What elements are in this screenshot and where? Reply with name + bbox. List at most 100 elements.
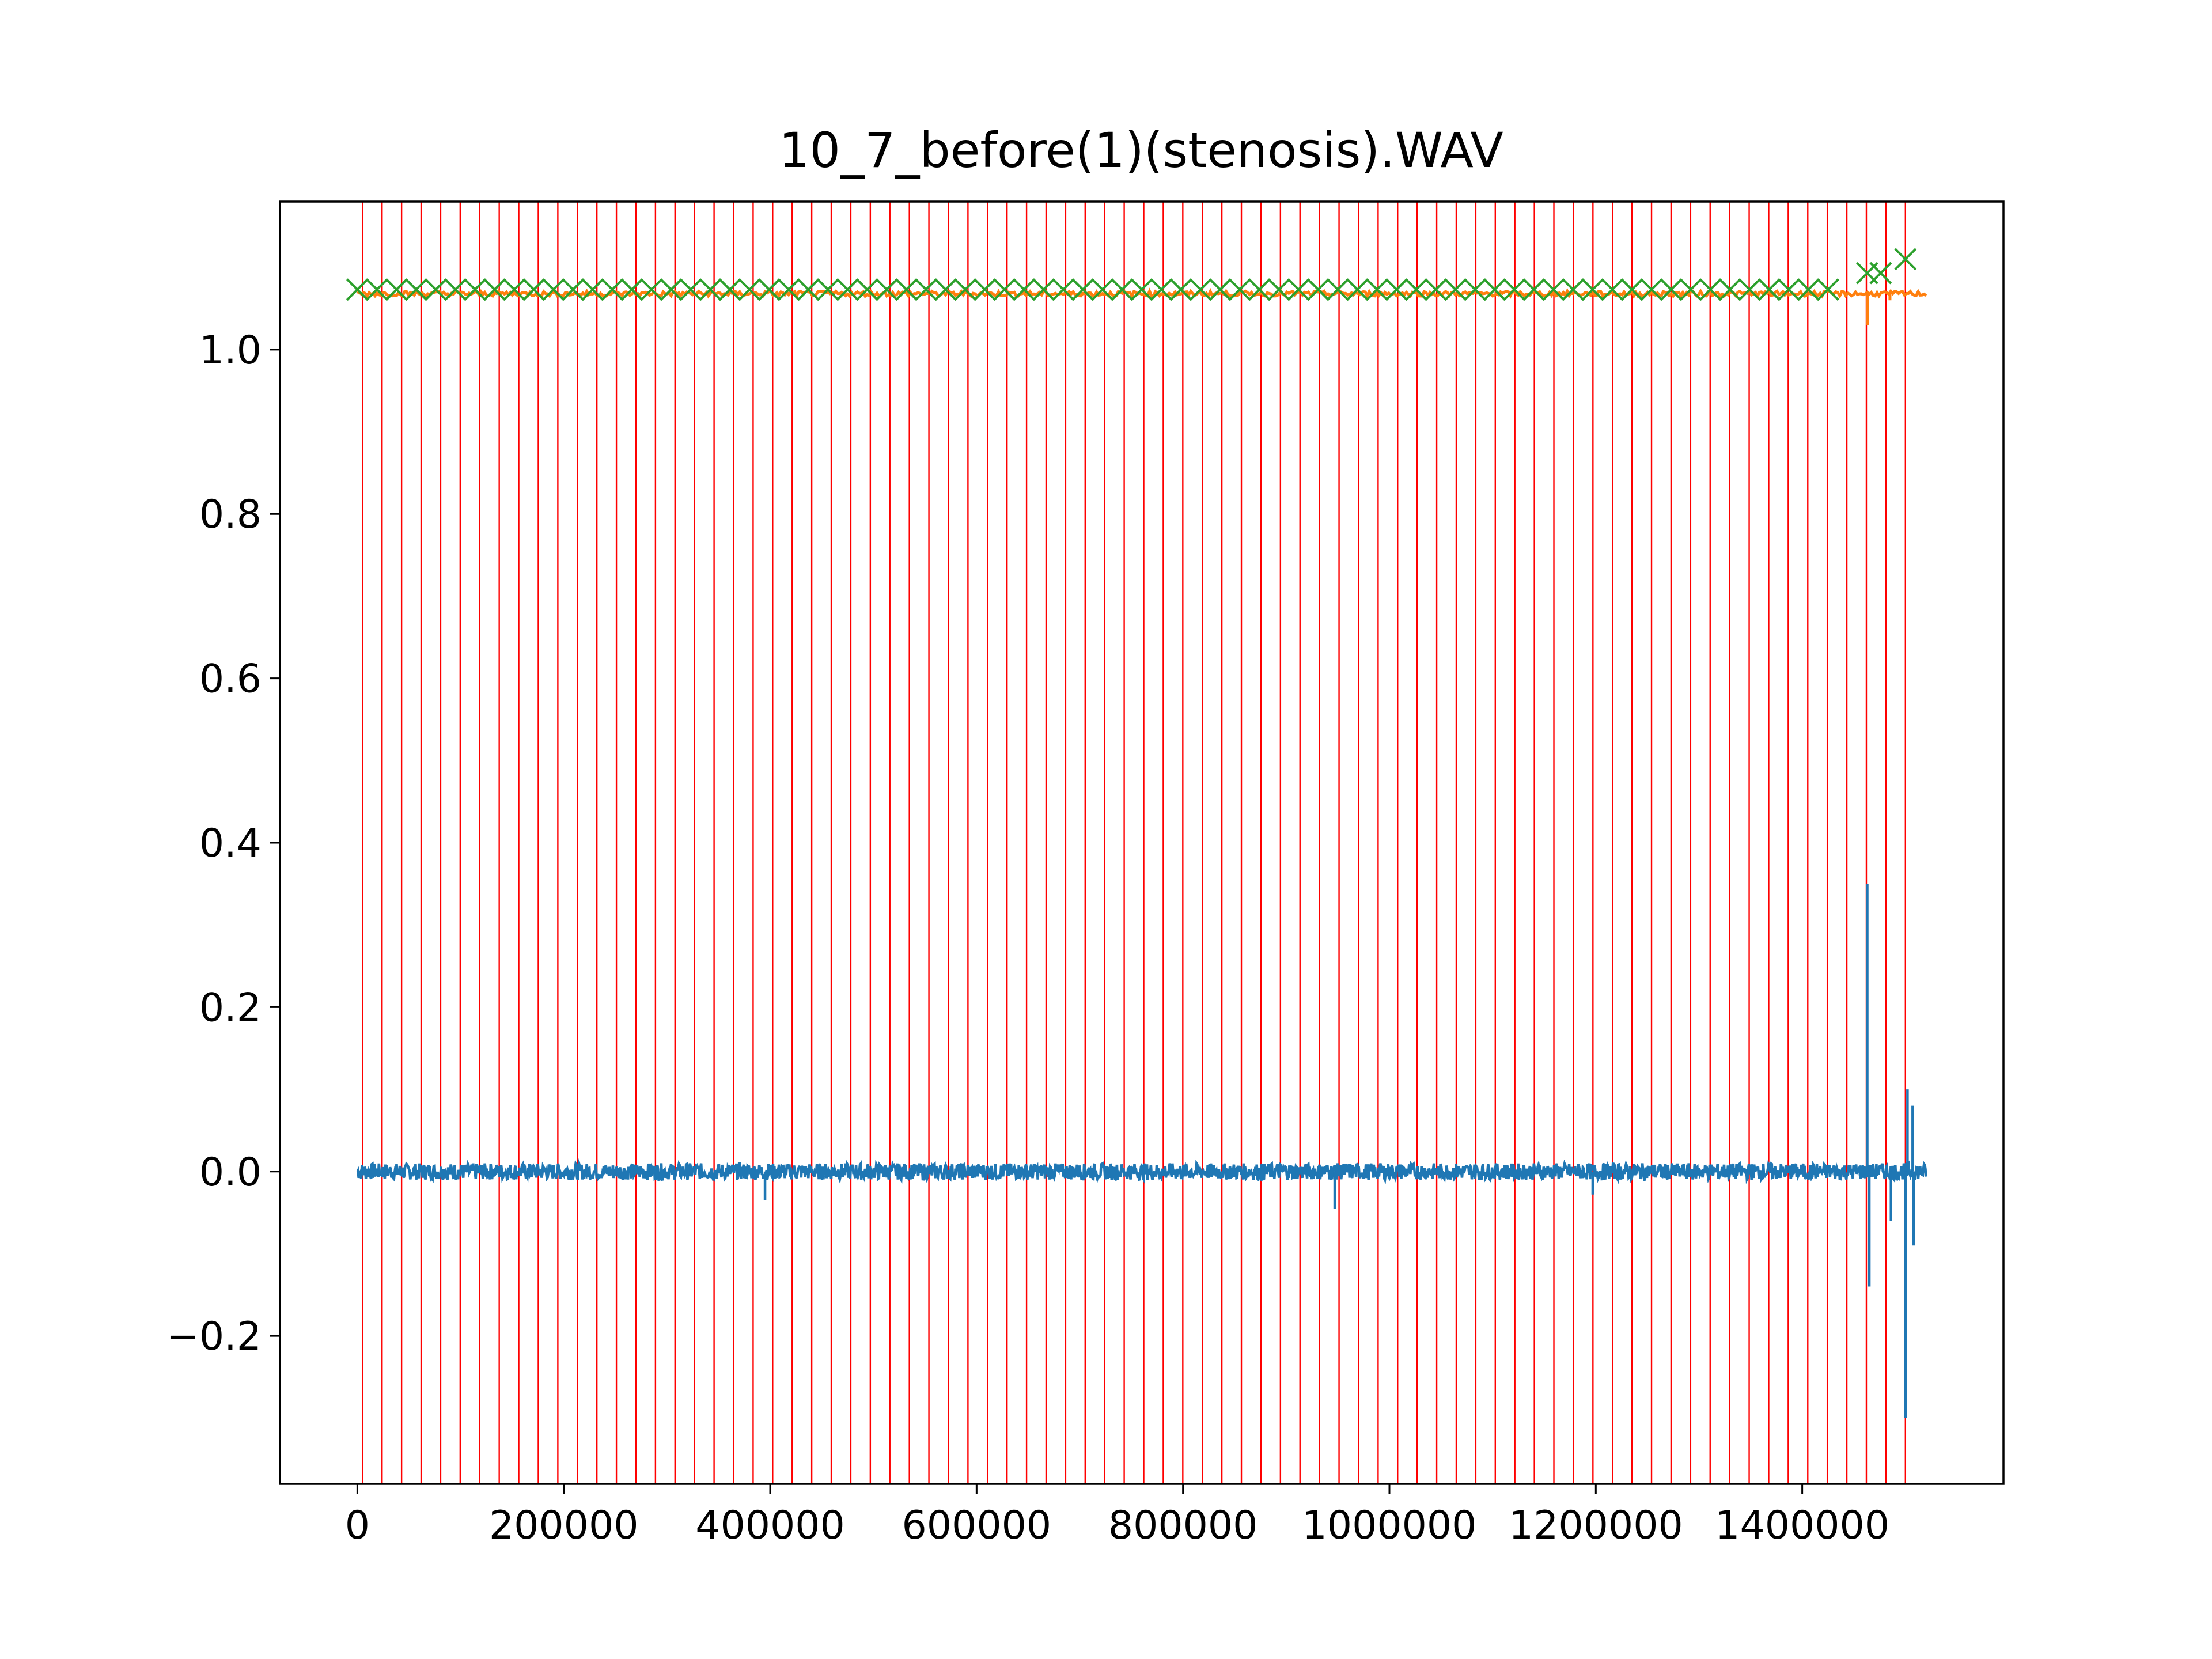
envelope-line (357, 287, 1927, 300)
peak-marker (1503, 278, 1526, 301)
signal-line (356, 1158, 1927, 1184)
peak-marker (1758, 278, 1781, 301)
peak-marker (934, 278, 957, 301)
y-tick-label: 0.8 (199, 492, 262, 537)
signal-series (356, 884, 1927, 1418)
peak-marker (660, 278, 683, 301)
peak-marker (346, 278, 369, 301)
peak-marker (425, 278, 447, 301)
peak-marker (483, 278, 506, 301)
peak-marker (1522, 278, 1546, 301)
peak-marker (757, 278, 781, 301)
peak-marker (777, 278, 800, 301)
peak-marker (640, 278, 663, 301)
peak-marker (1640, 278, 1663, 301)
peak-marker (856, 278, 878, 301)
peak-marker (1111, 278, 1134, 301)
peak-marker (1425, 278, 1448, 301)
x-tick-label: 1200000 (1509, 1503, 1683, 1548)
peak-marker (1405, 278, 1427, 301)
peak-marker (1660, 278, 1683, 301)
peak-marker (954, 278, 977, 301)
peak-marker (1326, 278, 1349, 301)
y-tick-label: 0.6 (199, 657, 262, 702)
peak-marker (1228, 278, 1251, 301)
peak-marker (581, 278, 604, 301)
peak-marker (522, 278, 546, 301)
peak-marker (1013, 278, 1036, 301)
peak-marker (1366, 278, 1388, 301)
peak-marker (1444, 278, 1467, 301)
y-axis: −0.2 0.0 0.2 0.4 0.6 0.8 1.0 (166, 328, 280, 1359)
segment-lines (362, 202, 1906, 1484)
peak-marker (1464, 278, 1487, 301)
peak-marker (1189, 278, 1212, 301)
peak-marker (1091, 278, 1114, 301)
peak-marker (1346, 278, 1369, 301)
peak-markers (346, 248, 1917, 301)
peak-marker (1679, 278, 1702, 301)
peak-marker (797, 278, 820, 301)
peak-marker (620, 278, 643, 301)
peak-marker (1718, 278, 1741, 301)
x-tick-label: 1400000 (1715, 1503, 1889, 1548)
peak-marker (836, 278, 859, 301)
y-tick-label: 0.2 (199, 985, 262, 1031)
peak-marker (1248, 278, 1271, 301)
peak-marker (1581, 278, 1604, 301)
peak-marker (915, 278, 937, 301)
peak-marker (1817, 278, 1839, 301)
plot-area (346, 202, 1927, 1484)
peak-marker (1130, 278, 1153, 301)
peak-marker (974, 278, 997, 301)
peak-marker (816, 278, 839, 301)
peak-marker (876, 278, 898, 301)
peak-marker (1483, 278, 1506, 301)
peak-marker (1052, 278, 1075, 301)
x-tick-label: 400000 (695, 1503, 845, 1548)
peak-marker (1601, 278, 1624, 301)
peak-marker (1267, 278, 1290, 301)
y-tick-label: 1.0 (199, 328, 262, 373)
peak-marker (1071, 278, 1094, 301)
peak-marker (1869, 262, 1892, 285)
peak-marker (895, 278, 918, 301)
peak-marker (1620, 278, 1643, 301)
peak-marker (1562, 278, 1585, 301)
peak-marker (503, 278, 526, 301)
peak-marker (1209, 278, 1232, 301)
peak-marker (1385, 278, 1408, 301)
peak-marker (699, 278, 722, 301)
y-tick-label: −0.2 (166, 1314, 262, 1359)
peak-marker (601, 278, 624, 301)
y-tick-label: 0.0 (199, 1150, 262, 1195)
peak-marker (1150, 278, 1173, 301)
peak-marker (993, 278, 1016, 301)
x-tick-label: 200000 (489, 1503, 639, 1548)
peak-marker (1894, 248, 1917, 271)
peak-marker (1032, 278, 1055, 301)
peak-marker (444, 278, 467, 301)
peak-marker (1287, 278, 1310, 301)
peak-marker (385, 278, 408, 301)
x-axis: 0 200000 400000 600000 800000 1000000 1200000 1… (345, 1484, 1889, 1548)
x-tick-label: 1000000 (1302, 1503, 1477, 1548)
peak-marker (1797, 278, 1820, 301)
peak-marker (365, 278, 388, 301)
y-tick-label: 0.4 (199, 821, 262, 866)
peak-marker (1542, 278, 1565, 301)
peak-marker (718, 278, 741, 301)
x-tick-label: 0 (345, 1503, 370, 1548)
envelope-series (357, 287, 1927, 325)
peak-marker (679, 278, 702, 301)
peak-marker (1738, 278, 1761, 301)
peak-marker (738, 278, 761, 301)
peak-marker (1699, 278, 1722, 301)
peak-marker (562, 278, 585, 301)
peak-marker (464, 278, 487, 301)
peak-marker (1306, 278, 1330, 301)
x-tick-label: 600000 (902, 1503, 1052, 1548)
chart-title: 10_7_before(1)(stenosis).WAV (779, 122, 1503, 179)
peak-marker (1777, 278, 1800, 301)
